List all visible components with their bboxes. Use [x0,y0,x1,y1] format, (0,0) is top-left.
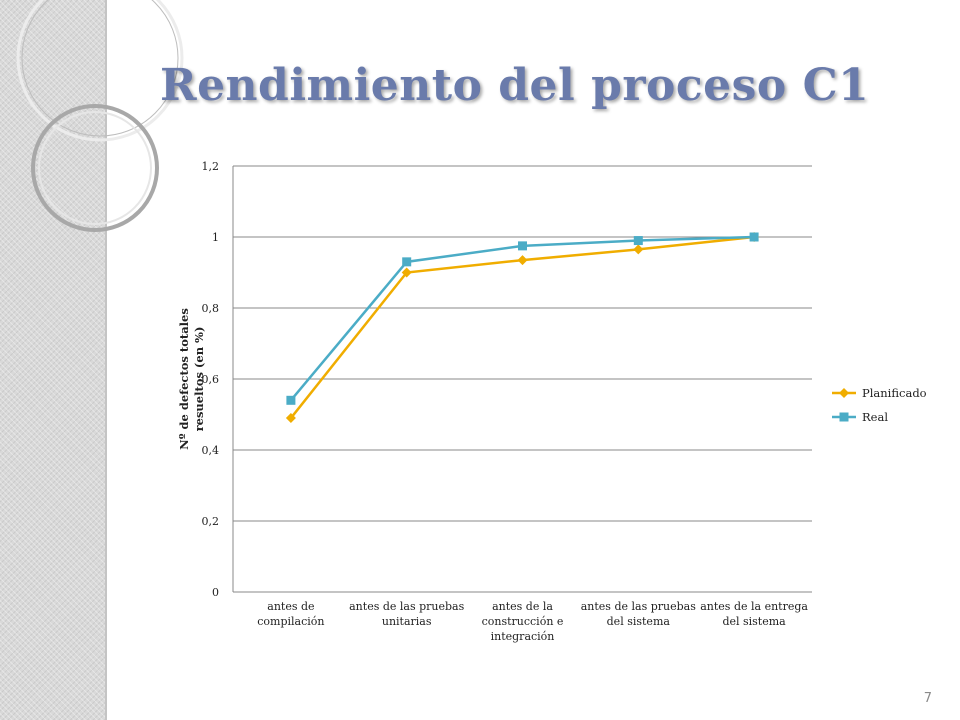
y-tick-label: 0,6 [202,373,220,386]
y-tick-label: 1,2 [202,160,220,173]
data-point-real [518,241,527,251]
data-point-planificado [401,267,412,278]
data-point-planificado [517,255,528,266]
data-point-real [286,395,296,405]
deco-circle-small-inner [38,111,152,225]
data-point-real [402,257,412,267]
data-point-planificado [285,413,296,424]
legend-marker-planificado [839,388,849,398]
deco-circle-small [31,104,159,232]
x-tick-label: antes de compilación [257,600,324,628]
slide-title: Rendimiento del proceso C1 [160,60,870,111]
x-tick-label: antes de la construcción e integración [482,600,564,643]
legend-marker-real [839,412,849,422]
deco-circle-large [16,0,184,142]
decorative-circles [16,0,184,232]
y-tick-label: 0,4 [202,444,220,457]
data-point-planificado [633,244,644,255]
y-tick-label: 1 [212,231,219,244]
page-number: 7 [923,691,932,706]
y-tick-label: 0,2 [202,515,220,528]
x-tick-label: antes de las pruebas unitarias [349,600,464,628]
deco-circle-large-inner [21,0,179,137]
data-point-real [633,236,643,246]
data-point-real [749,232,759,242]
y-axis-label: Nº de defectos totalesresueltos (en %) [177,308,206,450]
legend-label-planificado: Planificado [862,386,927,400]
x-tick-label: antes de la entrega del sistema [700,600,808,628]
y-tick-label: 0,8 [202,302,220,315]
x-tick-label: antes de las pruebas del sistema [581,600,696,628]
legend-label-real: Real [862,410,888,424]
y-tick-label: 0 [212,586,219,599]
